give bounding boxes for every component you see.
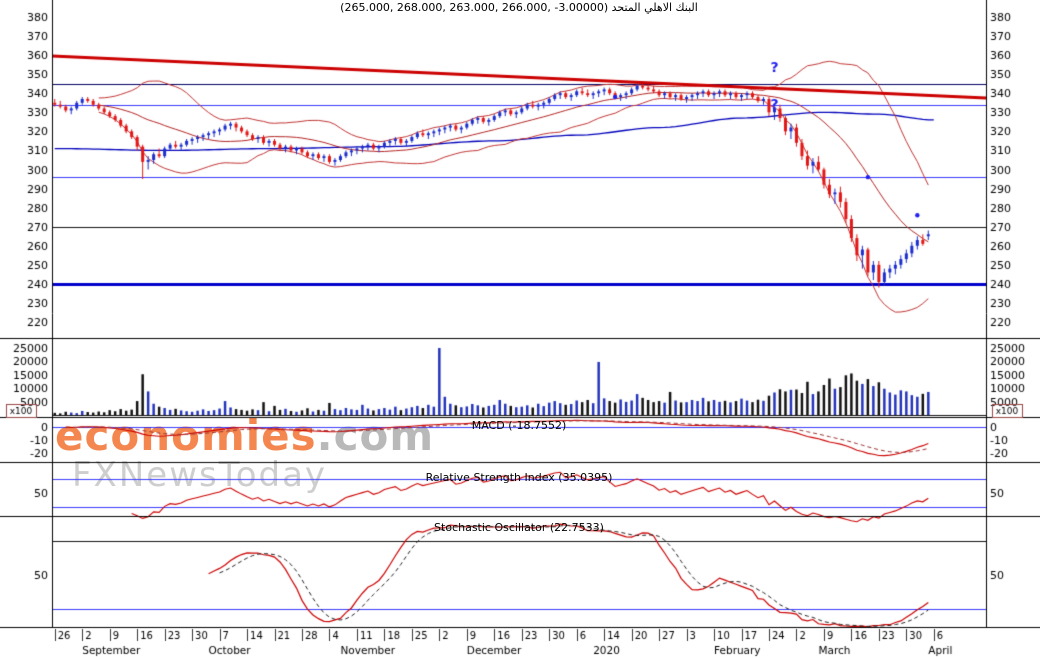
price-chart-canvas[interactable] (0, 0, 1040, 659)
chart-window: economies.com FXNewsToday (265.000, 268.… (0, 0, 1040, 659)
